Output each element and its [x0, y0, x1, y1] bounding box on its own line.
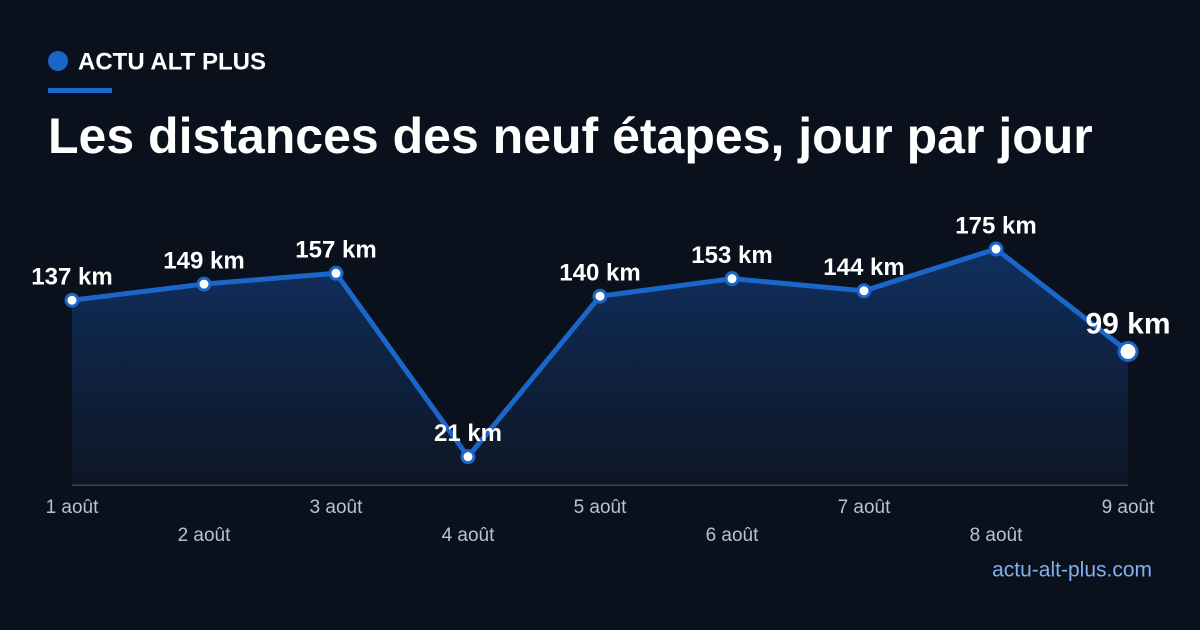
brand: ACTU ALT PLUS — [78, 48, 266, 75]
point — [328, 265, 344, 281]
point — [1117, 340, 1139, 362]
area — [72, 249, 1128, 485]
point — [460, 449, 476, 465]
point — [64, 292, 80, 308]
footer: actu-alt-plus.com — [992, 559, 1152, 582]
brand-dot — [48, 51, 68, 71]
value-label: 157 km — [295, 237, 376, 264]
value-label: 153 km — [691, 242, 772, 269]
value-label: 149 km — [163, 247, 244, 274]
value-label: 21 km — [434, 420, 502, 447]
point — [988, 241, 1004, 257]
point — [724, 271, 740, 287]
value-label: 144 km — [823, 254, 904, 281]
brand-underline — [48, 88, 112, 93]
value-label: 99 km — [1085, 307, 1170, 340]
point — [592, 288, 608, 304]
x-tick-label: 4 août — [442, 525, 496, 546]
x-tick-label: 6 août — [706, 525, 760, 546]
value-label: 137 km — [31, 264, 112, 291]
point — [196, 276, 212, 292]
x-tick-label: 3 août — [310, 497, 364, 518]
x-tick-label: 1 août — [46, 497, 100, 518]
value-label: 140 km — [559, 260, 640, 287]
x-tick-label: 8 août — [970, 525, 1024, 546]
point — [856, 283, 872, 299]
x-tick-label: 5 août — [574, 497, 628, 518]
chart-title: Les distances des neuf étapes, jour par … — [48, 108, 1093, 164]
x-tick-label: 7 août — [838, 497, 892, 518]
x-tick-label: 2 août — [178, 525, 232, 546]
x-tick-label: 9 août — [1102, 497, 1156, 518]
value-label: 175 km — [955, 212, 1036, 239]
